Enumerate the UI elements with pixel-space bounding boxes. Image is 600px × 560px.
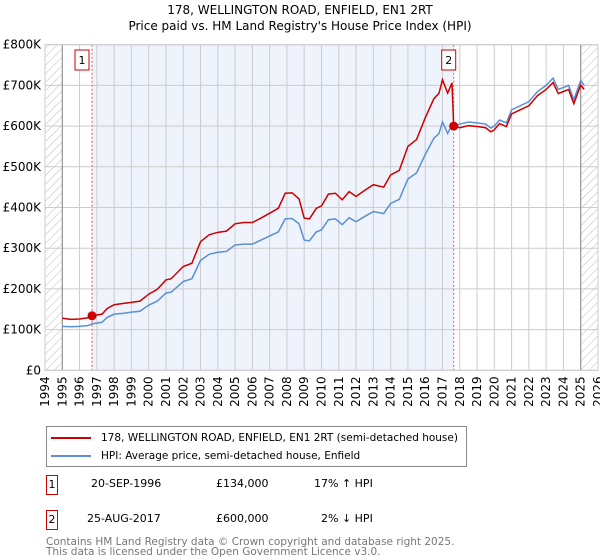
x-tick-label: 1996 [73, 376, 87, 407]
legend: 178, WELLINGTON ROAD, ENFIELD, EN1 2RT (… [46, 426, 467, 467]
x-tick-label: 2026 [591, 376, 600, 407]
x-tick-label: 2024 [556, 376, 570, 407]
y-tick-label: £700K [3, 78, 43, 92]
sale-row-1: 1 20-SEP-1996 £134,000 17% ↑ HPI [46, 475, 466, 495]
y-tick-label: £100K [3, 323, 43, 337]
sale-point [449, 121, 459, 131]
x-tick-label: 2021 [505, 376, 519, 407]
x-tick-label: 2012 [349, 376, 363, 407]
x-tick-label: 1999 [124, 376, 138, 407]
legend-item-hpi: HPI: Average price, semi-detached house,… [51, 450, 360, 462]
legend-item-property: 178, WELLINGTON ROAD, ENFIELD, EN1 2RT (… [51, 432, 458, 444]
sale-date: 25-AUG-2017 [87, 512, 161, 525]
x-tick-label: 2022 [522, 376, 536, 407]
x-tick-label: 1994 [38, 376, 52, 407]
y-tick-label: £0 [26, 363, 41, 377]
x-tick-label: 2010 [315, 376, 329, 407]
x-tick-label: 2015 [401, 376, 415, 407]
legend-swatch-property [51, 437, 91, 439]
legend-label-property: 178, WELLINGTON ROAD, ENFIELD, EN1 2RT (… [101, 432, 458, 444]
x-tick-label: 2023 [539, 376, 553, 407]
x-tick-label: 1998 [107, 376, 121, 407]
x-tick-label: 2001 [159, 376, 173, 407]
footer-line-1: Contains HM Land Registry data © Crown c… [46, 536, 455, 548]
sale-hpi-diff: 17% ↑ HPI [314, 477, 373, 490]
x-tick-label: 2014 [384, 376, 398, 407]
x-tick-label: 2008 [280, 376, 294, 407]
x-tick-label: 1997 [90, 376, 104, 407]
legend-label-hpi: HPI: Average price, semi-detached house,… [101, 450, 361, 462]
x-tick-label: 2002 [176, 376, 190, 407]
footer: Contains HM Land Registry data © Crown c… [46, 536, 455, 558]
sale-marker-box [74, 49, 90, 71]
sale-point [87, 311, 97, 321]
property-price-line [62, 77, 585, 321]
y-tick-label: £400K [3, 201, 43, 215]
x-tick-label: 2003 [194, 376, 208, 407]
y-tick-label: £800K [3, 38, 43, 52]
y-tick-label: £200K [3, 282, 43, 296]
x-tick-label: 2025 [574, 376, 588, 407]
x-tick-label: 2006 [245, 376, 259, 407]
sale-price: £134,000 [216, 477, 269, 490]
x-tick-label: 2016 [418, 376, 432, 407]
x-tick-label: 2017 [435, 376, 449, 407]
sale-marker-badge: 1 [46, 475, 58, 495]
sale-marker-label: 1 [79, 54, 86, 67]
x-tick-label: 2018 [453, 376, 467, 407]
y-tick-label: £300K [3, 241, 43, 255]
plot-border [44, 44, 599, 371]
sale-marker-box [441, 49, 457, 71]
sale-row-2: 2 25-AUG-2017 £600,000 2% ↓ HPI [46, 510, 466, 530]
x-tick-label: 1995 [55, 376, 69, 407]
x-tick-label: 2020 [487, 376, 501, 407]
x-tick-label: 2005 [228, 376, 242, 407]
x-tick-label: 2007 [263, 376, 277, 407]
sale-marker-badge: 2 [46, 510, 58, 530]
hpi-line [62, 76, 585, 328]
x-tick-label: 2009 [297, 376, 311, 407]
y-tick-label: £600K [3, 119, 43, 133]
legend-swatch-hpi [51, 455, 91, 457]
chart-title: 178, WELLINGTON ROAD, ENFIELD, EN1 2RT [167, 3, 433, 17]
x-tick-label: 2000 [142, 376, 156, 407]
sale-price: £600,000 [216, 512, 269, 525]
x-tick-label: 2019 [470, 376, 484, 407]
sale-hpi-diff: 2% ↓ HPI [321, 512, 373, 525]
sale-date: 20-SEP-1996 [91, 477, 162, 490]
sale-marker-label: 2 [445, 54, 452, 67]
x-tick-label: 2011 [332, 376, 346, 407]
x-tick-label: 2013 [366, 376, 380, 407]
y-tick-label: £500K [3, 160, 43, 174]
price-chart: 1994 1995 1996 1997 1998 1999 2000 2001 2002 2003… [3, 38, 600, 407]
footer-line-2: This data is licensed under the Open Gov… [46, 546, 381, 558]
x-tick-label: 2004 [211, 376, 225, 407]
chart-subtitle: Price paid vs. HM Land Registry's House … [128, 19, 472, 33]
